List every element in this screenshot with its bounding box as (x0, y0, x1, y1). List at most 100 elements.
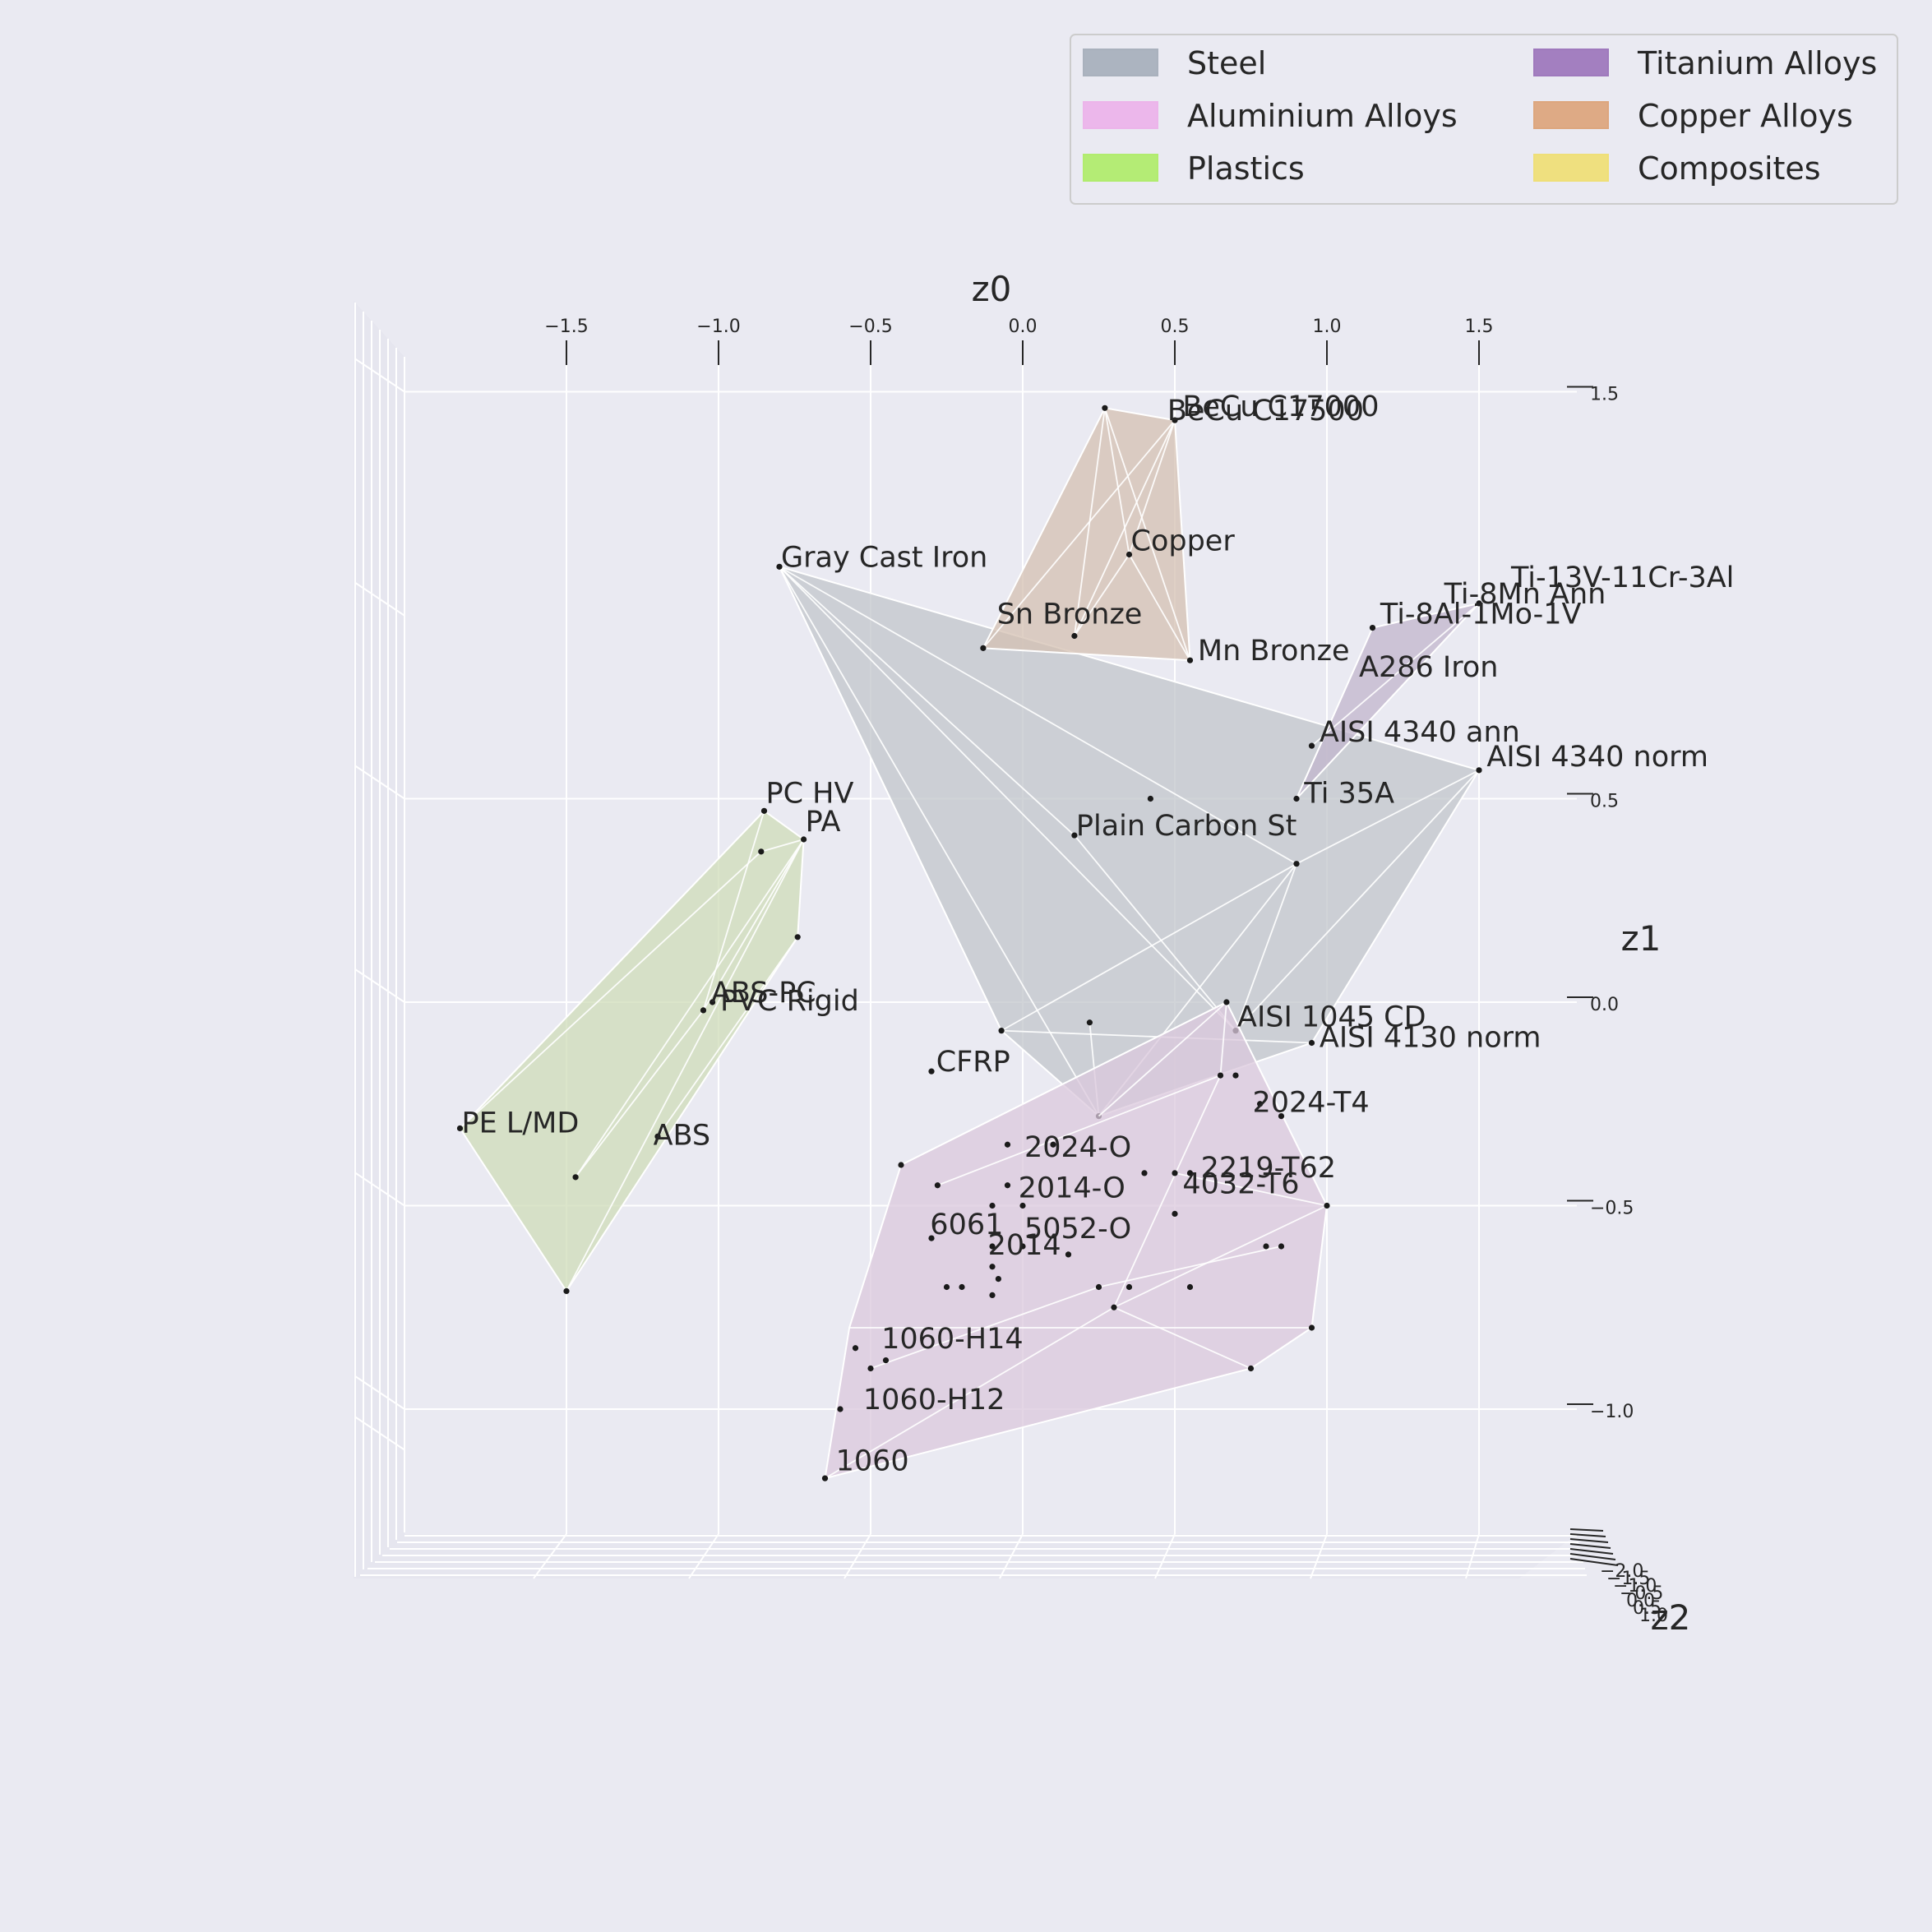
edge-steel-12 (1235, 770, 1480, 1032)
point-label-0: BeCu C17000 (1182, 391, 1379, 423)
edge-steel-7 (1001, 862, 1297, 1032)
group-aluminium-alloys (821, 999, 1330, 1481)
edge-aluminium-alloys-6 (825, 1306, 1115, 1479)
z2-axis-title: z2 (1651, 1597, 1691, 1638)
edge-copper-alloys-4 (982, 419, 1176, 649)
z0-tick-label-6: 1.5 (1465, 317, 1494, 337)
point-label-6: Ti-13V-11Cr-3Al (1510, 562, 1734, 594)
point-aluminium-alloys-19 (1019, 1243, 1026, 1250)
point-aluminium-alloys-12 (1278, 1113, 1285, 1120)
point-steel-3 (1147, 795, 1153, 802)
z0-tick-label-3: 0.0 (1009, 317, 1038, 337)
edge-aluminium-alloys-8 (1098, 1246, 1282, 1288)
point-aluminium-alloys-24 (852, 1345, 859, 1352)
point-label-5: Mn Bronze (1198, 635, 1350, 668)
point-label-21: PE L/MD (462, 1107, 580, 1139)
legend-label-3: Titanium Alloys (1637, 45, 1877, 81)
point-aluminium-alloys-28 (1095, 1283, 1102, 1291)
point-label-2: Copper (1131, 525, 1236, 558)
point-label-15: PA (806, 806, 841, 839)
point-aluminium-alloys-22 (959, 1283, 965, 1291)
point-aluminium-alloys-13 (1257, 1101, 1264, 1107)
point-aluminium-alloys-7 (1019, 1202, 1026, 1209)
point-plastics-6 (456, 1125, 464, 1132)
legend-swatch-5 (1533, 154, 1609, 182)
point-aluminium-alloys-11 (1172, 1210, 1178, 1217)
z1-tick-label-2: 0.0 (1590, 995, 1619, 1015)
legend-label-0: Steel (1187, 45, 1266, 81)
point-aluminium-alloys-27 (837, 1406, 844, 1412)
group-titanium-alloys (1293, 600, 1482, 802)
point-aluminium-alloys-29 (1111, 1304, 1117, 1310)
floor-slant-5 (1310, 1533, 1328, 1579)
edge-aluminium-alloys-9 (1174, 1172, 1328, 1207)
edge-steel-4 (779, 566, 1002, 1032)
floor-slant-2 (844, 1533, 871, 1579)
edge-steel-5 (1296, 770, 1480, 865)
point-label-12: Ti 35A (1303, 777, 1394, 810)
z2-tick-6 (1569, 1558, 1619, 1566)
left-slant-6 (354, 1416, 405, 1451)
edge-steel-3 (779, 566, 1075, 836)
edge-copper-alloys-3 (1074, 419, 1176, 636)
point-label-4: Sn Bronze (997, 599, 1143, 631)
z1-tick-label-1: 0.5 (1590, 792, 1619, 812)
legend-label-5: Composites (1638, 150, 1821, 187)
edge-aluminium-alloys-7 (937, 1075, 1221, 1186)
z0-tick-label-1: −1.0 (696, 317, 740, 337)
edge-copper-alloys-2 (1104, 408, 1130, 555)
point-aluminium-alloys-17 (989, 1264, 996, 1270)
point-plastics-5 (709, 999, 716, 1005)
edge-plastics-0 (459, 810, 765, 1130)
z2-tick-label-4: 0.0 (1626, 1591, 1655, 1611)
edge-steel-1 (779, 566, 1236, 1032)
z1-axis-ticks: 1.5 0.5 0.0 −0.5 −1.0 (1567, 385, 1634, 1422)
point-label-33: 1060 (836, 1444, 909, 1477)
legend-label-4: Copper Alloys (1638, 98, 1853, 134)
point-label-31: 1060-H14 (881, 1323, 1024, 1356)
point-label-11: AISI 4340 norm (1486, 741, 1708, 774)
edge-plastics-3 (702, 811, 765, 1011)
point-aluminium-alloys-9 (1172, 1170, 1178, 1176)
point-steel-2 (1071, 832, 1078, 839)
z2-tick-5 (1569, 1553, 1616, 1560)
point-plastics-8 (572, 1174, 579, 1181)
floor-slant-3 (999, 1533, 1024, 1579)
edge-copper-alloys-5 (1128, 554, 1191, 661)
point-plastics-1 (801, 836, 807, 843)
point-aluminium-alloys-21 (943, 1283, 950, 1291)
point-label-32: 1060-H12 (863, 1384, 1005, 1417)
edge-steel-0 (779, 566, 1100, 1117)
point-label-8: Ti-8Al-1Mo-1V (1380, 599, 1582, 631)
point-aluminium-alloys-31 (1186, 1283, 1194, 1291)
point-label-16: ABS-PC (711, 977, 816, 1010)
z2-tick-label-3: −0.5 (1620, 1583, 1663, 1604)
point-label-23: 2024-T4 (1253, 1087, 1370, 1120)
point-steel-4 (1308, 1039, 1315, 1047)
z2-tick-4 (1569, 1548, 1614, 1555)
edge-steel-2 (779, 566, 1297, 865)
edge-plastics-4 (702, 839, 805, 1011)
edge-plastics-8 (760, 839, 804, 853)
legend-label-1: Aluminium Alloys (1187, 98, 1458, 134)
floor-lines (360, 1533, 1587, 1579)
z1-tick-label-4: −1.0 (1590, 1402, 1634, 1422)
z2-tick-label-2: −1.0 (1613, 1576, 1657, 1597)
point-label-7: Ti-8Mn Ann (1444, 578, 1606, 611)
left-edge-lines (354, 303, 405, 1577)
point-label-29: 5052-O (1024, 1213, 1131, 1246)
point-steel-0 (776, 563, 783, 570)
point-aluminium-alloys-16 (989, 1243, 996, 1250)
edge-aluminium-alloys-5 (1113, 1306, 1251, 1370)
left-slant-2 (354, 968, 405, 1003)
point-label-17: PVC Rigid (720, 985, 859, 1018)
point-steel-6 (1293, 861, 1300, 867)
point-titanium-alloys-1 (1476, 600, 1482, 607)
z2-axis-ticks: −2.0−1.5−1.0−0.50.00.51.0 (1569, 1528, 1668, 1626)
point-aluminium-alloys-25 (867, 1365, 874, 1372)
legend-swatch-1 (1083, 101, 1158, 129)
edge-titanium-alloys-1 (1310, 603, 1480, 746)
z1-tick-label-3: −0.5 (1590, 1199, 1634, 1219)
edge-aluminium-alloys-0 (1219, 1001, 1227, 1076)
